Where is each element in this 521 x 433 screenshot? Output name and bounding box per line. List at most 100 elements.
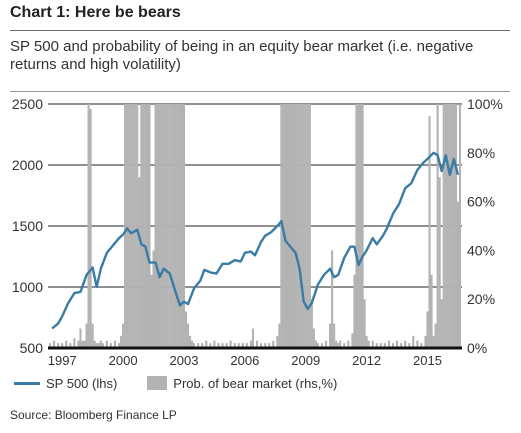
probability-bar bbox=[136, 104, 139, 348]
probability-bar bbox=[395, 340, 399, 348]
y-right-tick-label: 40% bbox=[467, 242, 495, 258]
chart-subtitle: SP 500 and probability of being in an eq… bbox=[10, 38, 474, 73]
probability-bar bbox=[65, 340, 68, 348]
probability-bar bbox=[255, 340, 259, 348]
probability-bar bbox=[383, 343, 386, 348]
probability-bar bbox=[331, 250, 334, 348]
probability-bar bbox=[134, 104, 137, 348]
legend-swatch-line bbox=[14, 381, 40, 385]
probability-bar bbox=[294, 104, 297, 348]
probability-bar bbox=[432, 335, 435, 348]
probability-bar bbox=[288, 104, 291, 348]
y-right-tick-label: 80% bbox=[467, 145, 495, 161]
probability-bar bbox=[329, 323, 332, 348]
probability-bar bbox=[272, 340, 275, 348]
x-tick-label: 1997 bbox=[48, 353, 77, 368]
probability-bar bbox=[146, 104, 149, 348]
probability-bar bbox=[174, 104, 177, 348]
probability-bar bbox=[140, 104, 143, 348]
probability-bar bbox=[400, 343, 403, 348]
probability-bar bbox=[412, 335, 415, 348]
probability-bar bbox=[48, 343, 52, 348]
probability-bar bbox=[152, 250, 155, 348]
x-tick-label: 2015 bbox=[413, 353, 442, 368]
probability-bar bbox=[442, 104, 445, 348]
sp500-line bbox=[51, 151, 460, 330]
probability-bar bbox=[353, 274, 356, 348]
probability-bar bbox=[172, 104, 175, 348]
probability-bar bbox=[308, 104, 311, 348]
probability-bar bbox=[440, 299, 443, 348]
probability-bar bbox=[150, 274, 153, 348]
probability-bar bbox=[233, 343, 236, 348]
probability-bar bbox=[217, 343, 220, 348]
probability-bar bbox=[357, 104, 360, 348]
probability-bar bbox=[182, 104, 186, 348]
probability-bar bbox=[446, 104, 449, 348]
probability-bar bbox=[95, 343, 98, 348]
probability-bar bbox=[144, 104, 147, 348]
legend-label-sp500: SP 500 (lhs) bbox=[46, 375, 118, 391]
probability-bar bbox=[430, 274, 433, 348]
probability-bar bbox=[91, 323, 94, 348]
probability-bar bbox=[122, 323, 125, 348]
probability-bar bbox=[101, 343, 104, 348]
y-left-tick-label: 500 bbox=[20, 340, 44, 356]
x-tick-label: 2012 bbox=[352, 353, 381, 368]
probability-bar bbox=[324, 340, 328, 348]
probability-bar bbox=[316, 343, 319, 348]
probability-bar bbox=[456, 201, 460, 348]
probability-bar bbox=[339, 340, 342, 348]
axes: 500 1000 1500 2000 2500 0% 20% 40% 60% 80% 100% 199… bbox=[12, 96, 503, 368]
y-right-tick-label: 0% bbox=[467, 340, 487, 356]
probability-bar bbox=[97, 343, 100, 348]
probability-bar bbox=[237, 343, 240, 348]
y-right-tick-label: 100% bbox=[467, 96, 503, 112]
probability-bar bbox=[197, 343, 200, 348]
probability-bar bbox=[268, 343, 271, 348]
probability-bar bbox=[229, 340, 232, 348]
probability-bar bbox=[404, 340, 407, 348]
probability-bar bbox=[221, 343, 224, 348]
legend: SP 500 (lhs) Prob. of bear market (rhs,%… bbox=[14, 373, 367, 393]
probability-bar bbox=[87, 104, 90, 348]
probability-bar bbox=[306, 104, 309, 348]
probability-bar bbox=[61, 343, 64, 348]
probability-bar bbox=[176, 104, 179, 348]
probability-bar bbox=[241, 343, 244, 348]
probability-bar bbox=[73, 338, 76, 348]
probability-bar bbox=[355, 104, 358, 348]
probability-bar bbox=[83, 340, 86, 348]
probability-bar bbox=[367, 340, 370, 348]
chart-title: Chart 1: Here be bears bbox=[10, 4, 181, 21]
probability-bar bbox=[126, 104, 129, 348]
probability-bar bbox=[290, 104, 293, 348]
probability-bar bbox=[371, 340, 374, 348]
probability-bar bbox=[448, 104, 451, 348]
probability-bar bbox=[347, 340, 350, 348]
probability-bar bbox=[276, 335, 279, 348]
probability-bar bbox=[361, 104, 364, 348]
probability-bar bbox=[302, 104, 305, 348]
probability-bar bbox=[278, 323, 281, 348]
x-tick-label: 2006 bbox=[230, 353, 259, 368]
probability-bar bbox=[113, 340, 117, 348]
probability-bar bbox=[408, 343, 411, 348]
probability-bar bbox=[304, 104, 307, 348]
probability-bar bbox=[148, 104, 151, 348]
probability-bar bbox=[300, 104, 303, 348]
x-tick-label: 2003 bbox=[170, 353, 199, 368]
probability-bar bbox=[186, 323, 190, 348]
sp500-line-group bbox=[51, 151, 460, 330]
probability-bar bbox=[191, 340, 194, 348]
probability-bar bbox=[168, 104, 171, 348]
probability-bar bbox=[69, 343, 72, 348]
probability-bar bbox=[188, 335, 192, 348]
x-tick-label: 2000 bbox=[109, 353, 138, 368]
probability-bar bbox=[428, 116, 431, 348]
probability-bar bbox=[452, 104, 455, 348]
probability-bar bbox=[77, 340, 80, 348]
title-divider bbox=[10, 30, 510, 31]
legend-label-probability: Prob. of bear market (rhs,%) bbox=[173, 375, 338, 391]
y-left-tick-label: 1000 bbox=[12, 279, 43, 295]
